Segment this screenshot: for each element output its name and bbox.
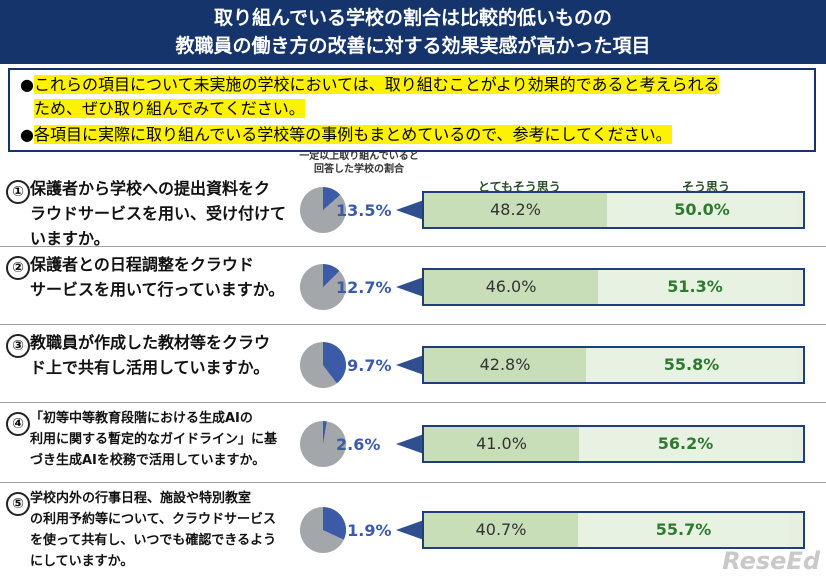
- question-text: 保護者から学校への提出資料をク ラウドサービスを用い、受け付けて いますか。: [30, 176, 286, 251]
- question-line: 「初等中等教育段階における生成AIの: [30, 411, 253, 426]
- notice-line-2: ため、ぜひ取り組んでみてください。: [34, 99, 305, 118]
- question-number: ①: [6, 180, 30, 204]
- pointer-arrow-icon: [396, 434, 424, 454]
- bar-label-agree: 51.3%: [667, 277, 723, 296]
- title-line-2: 教職員の働き方の改善に対する効果実感が高かった項目: [175, 35, 651, 57]
- bar-label-agree: 50.0%: [674, 200, 730, 219]
- bar-segment-agree: [586, 348, 797, 382]
- notice-line-3: ●各項目に実際に取り組んでいる学校等の事例もまとめているので、参考にしてください…: [20, 125, 672, 144]
- question-line: にしていますか。: [30, 554, 134, 569]
- bar-label-agree-strong: 42.8%: [479, 355, 531, 374]
- title-banner: 取り組んでいる学校の割合は比較的低いものの 教職員の働き方の改善に対する効果実感…: [0, 0, 826, 64]
- question-line: ラウドサービスを用い、受け付けて: [30, 204, 287, 223]
- title-line-1: 取り組んでいる学校の割合は比較的低いものの: [213, 7, 613, 29]
- bullet-icon: ●: [20, 125, 34, 144]
- bar-label-agree-strong: 48.2%: [490, 200, 541, 219]
- stacked-bar: 41.0% 56.2%: [422, 425, 805, 463]
- notice-line-1: ●これらの項目について未実施の学校においては、取り組むことがより効果的であると考…: [20, 75, 720, 94]
- pointer-arrow-icon: [396, 200, 424, 220]
- bar-segment-agree: [598, 270, 792, 304]
- stacked-bar: 46.0% 51.3%: [422, 268, 805, 306]
- question-text: 「初等中等教育段階における生成AIの利用に関する暫定的なガイドライン」に基 づき生…: [30, 408, 277, 471]
- pie-chart: [300, 187, 346, 233]
- pie-percent-label: 31.9%: [336, 521, 392, 540]
- question-line: サービスを用いて行っていますか。: [30, 280, 285, 299]
- bar-label-agree: 55.7%: [655, 520, 712, 539]
- question-line: 保護者から学校への提出資料をク: [30, 179, 271, 198]
- row-separator: [0, 402, 826, 403]
- bar-label-agree-strong: 46.0%: [485, 277, 537, 296]
- legend-agree-strong: とてもそう思う: [478, 180, 561, 194]
- bar-segment-agree-strong: [424, 193, 607, 227]
- row-separator: [0, 482, 826, 483]
- question-line: を使って共有し、いつでも確認できるよう: [30, 533, 277, 548]
- question-text: 教職員が作成した教材等をクラウ ド上で共有し活用していますか。: [30, 330, 270, 380]
- question-line: いますか。: [30, 229, 110, 248]
- legend-agree: そう思う: [682, 180, 731, 194]
- stacked-bar: 40.7% 55.7%: [422, 511, 805, 549]
- notice-box: ●これらの項目について未実施の学校においては、取り組むことがより効果的であると考…: [8, 68, 816, 152]
- bar-segment-agree: [579, 427, 792, 461]
- pie-chart: [300, 507, 346, 553]
- pointer-arrow-icon: [396, 277, 424, 297]
- bar-segment-agree-strong: [424, 270, 598, 304]
- bar-segment-agree: [607, 193, 797, 227]
- question-number: ③: [6, 334, 30, 358]
- pie-percent-label: 2.6%: [336, 435, 381, 454]
- pie-column-header: 一定以上取り組んでいると回答した学校の割合: [299, 151, 419, 175]
- bar-label-agree: 56.2%: [657, 434, 714, 453]
- question-number: ②: [6, 256, 30, 280]
- bullet-icon: ●: [20, 75, 34, 94]
- pointer-arrow-icon: [396, 520, 424, 540]
- pie-percent-label: 12.7%: [336, 278, 392, 297]
- stacked-bar: 42.8% 55.8%: [422, 346, 805, 384]
- question-line: ド上で共有し活用していますか。: [30, 358, 270, 377]
- question-number: ④: [6, 412, 30, 436]
- bar-segment-agree-strong: [424, 513, 578, 547]
- question-line: 教職員が作成した教材等をクラウ: [30, 333, 271, 352]
- question-number: ⑤: [6, 492, 30, 516]
- bar-segment-agree-strong: [424, 427, 579, 461]
- bar-segment-agree-strong: [424, 348, 586, 382]
- row-separator: [0, 324, 826, 325]
- watermark-logo: ReseEd: [722, 547, 820, 575]
- bar-segment-agree: [578, 513, 789, 547]
- pie-chart: [300, 421, 346, 467]
- row-separator: [0, 246, 826, 247]
- question-line: づき生成AIを校務で活用していますか。: [30, 453, 266, 468]
- question-line: 保護者との日程調整をクラウド: [30, 255, 254, 274]
- pie-chart: [300, 342, 346, 388]
- pointer-arrow-icon: [396, 355, 424, 375]
- stacked-bar: 48.2% 50.0%: [422, 191, 805, 229]
- question-line: の利用予約等について、クラウドサービス: [30, 512, 276, 527]
- question-text: 保護者との日程調整をクラウドサービスを用いて行っていますか。: [30, 252, 284, 302]
- question-text: 学校内外の行事日程、施設や特別教室の利用予約等について、クラウドサービス を使って…: [30, 488, 276, 572]
- pie-percent-label: 13.5%: [336, 201, 392, 220]
- pie-chart: [300, 264, 346, 310]
- pie-percent-label: 39.7%: [336, 356, 392, 375]
- question-line: 利用に関する暫定的なガイドライン」に基: [30, 432, 278, 447]
- bar-label-agree-strong: 41.0%: [476, 434, 527, 453]
- bar-label-agree-strong: 40.7%: [475, 520, 527, 539]
- question-line: 学校内外の行事日程、施設や特別教室: [30, 491, 252, 506]
- bar-label-agree: 55.8%: [663, 355, 720, 374]
